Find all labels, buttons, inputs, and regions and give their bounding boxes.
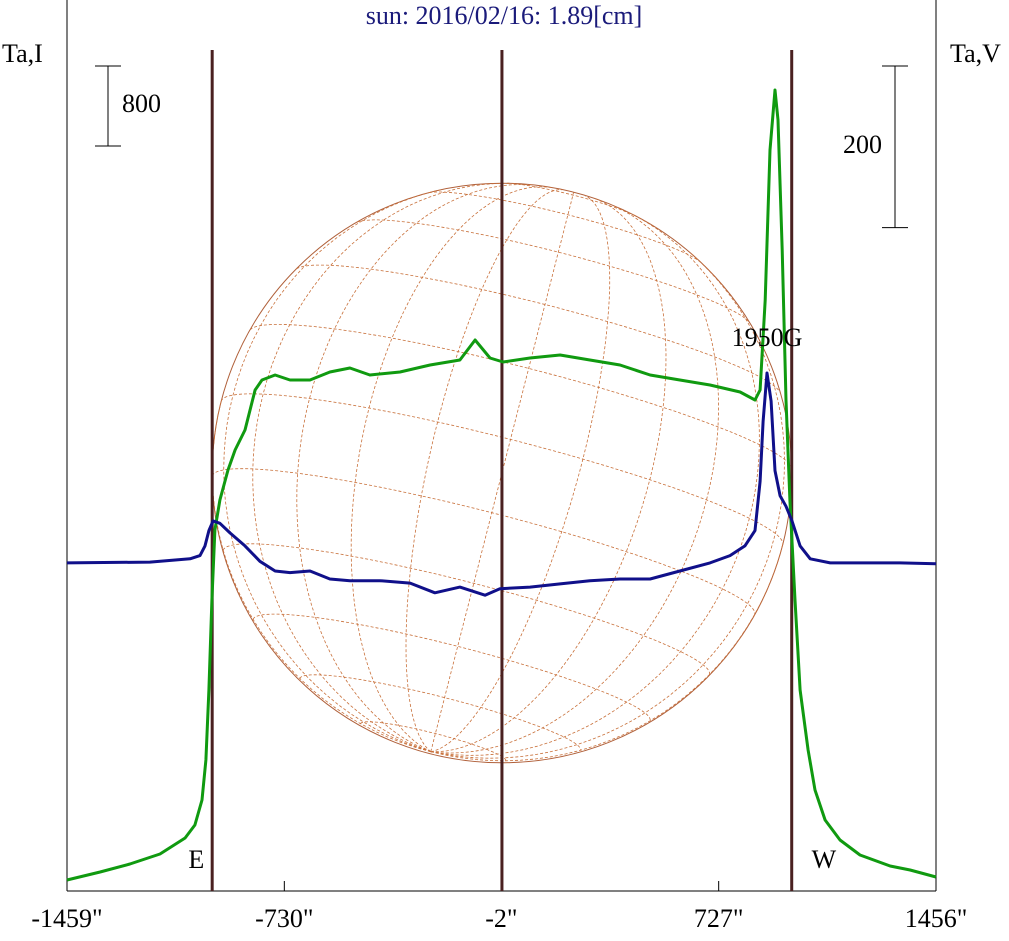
disk-grid bbox=[430, 192, 574, 752]
x-tick-label: 1456" bbox=[905, 904, 968, 933]
series-line bbox=[66, 371, 937, 597]
chart-title: sun: 2016/02/16: 1.89[cm] bbox=[366, 1, 643, 30]
series-line bbox=[66, 88, 937, 882]
x-tick-label: -1459" bbox=[31, 904, 102, 933]
annotation: W bbox=[812, 845, 837, 874]
x-tick-label: -730" bbox=[255, 904, 313, 933]
disk-grid bbox=[507, 182, 637, 217]
annotation: 1950G bbox=[732, 323, 803, 352]
annotation: E bbox=[188, 845, 204, 874]
disk-grid bbox=[430, 195, 611, 753]
disk-grid bbox=[430, 205, 719, 754]
disk-grid bbox=[299, 674, 582, 751]
disk-grid bbox=[252, 182, 509, 753]
disk-grid bbox=[211, 468, 756, 615]
disk-grid bbox=[220, 393, 784, 545]
disk-grid bbox=[249, 324, 792, 469]
x-tick-label: -2" bbox=[485, 904, 517, 933]
disk-grid bbox=[430, 215, 760, 756]
x-tick-label: 727" bbox=[694, 904, 744, 933]
disk-grid bbox=[430, 198, 667, 753]
y-axis-label: Ta,I bbox=[2, 39, 43, 68]
disk-grid bbox=[350, 186, 552, 753]
disk-grid bbox=[223, 188, 444, 753]
y2-axis-label: Ta,V bbox=[950, 39, 1001, 68]
disk-grid bbox=[429, 191, 701, 263]
scale-bar-label: 800 bbox=[122, 89, 161, 118]
disk-grid bbox=[252, 613, 651, 721]
disk-grid bbox=[356, 219, 750, 323]
disk-grid bbox=[360, 721, 507, 761]
disk-grid bbox=[430, 544, 784, 762]
disk-grid bbox=[296, 264, 781, 393]
disk-grid bbox=[222, 543, 711, 675]
scale-bar-label: 200 bbox=[843, 130, 882, 159]
disk-grid bbox=[296, 184, 532, 753]
disk-grid bbox=[405, 189, 563, 752]
